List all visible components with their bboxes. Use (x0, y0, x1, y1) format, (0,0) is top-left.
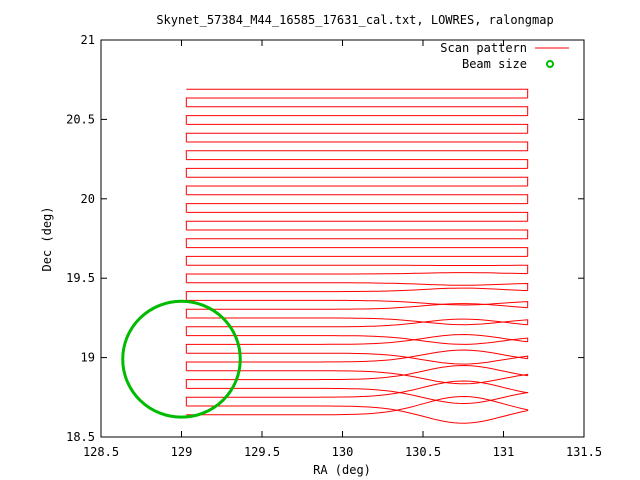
scan-line (185, 255, 528, 266)
scan-line (185, 364, 528, 389)
legend-label-beam-size: Beam size (462, 57, 527, 71)
scan-line (185, 97, 528, 107)
y-tick-label: 19 (81, 351, 95, 365)
scan-line (186, 229, 529, 239)
beam-circle (121, 299, 242, 419)
scan-pattern-series (185, 88, 529, 424)
scan-line (186, 264, 529, 274)
scan-line (186, 395, 528, 416)
scan-line (186, 176, 529, 187)
scan-line (185, 132, 528, 143)
scan-line (185, 380, 528, 406)
scan-line (185, 167, 528, 178)
scan-line (186, 317, 529, 326)
x-tick-label: 130.5 (405, 445, 441, 459)
scan-line (185, 287, 528, 301)
beam-size-series (121, 299, 242, 419)
legend: Scan pattern Beam size (440, 41, 569, 71)
x-tick-label: 129 (171, 445, 193, 459)
scan-line (185, 318, 528, 336)
x-tick-label: 131 (493, 445, 515, 459)
scan-line (185, 115, 528, 125)
scan-line (186, 405, 529, 424)
y-tick-label: 19.5 (66, 271, 95, 285)
scan-line (185, 185, 528, 195)
x-tick-label: 128.5 (83, 445, 119, 459)
scan-line (185, 349, 528, 371)
scan-line (185, 303, 528, 318)
x-tick-label: 129.5 (244, 445, 280, 459)
legend-label-scan-pattern: Scan pattern (440, 41, 527, 55)
scan-line (186, 159, 529, 169)
y-tick-label: 21 (81, 33, 95, 47)
scan-line (186, 370, 529, 385)
scan-line (186, 194, 529, 204)
scan-line (186, 352, 529, 365)
y-axis: 18.5 19 19.5 20 20.5 21 (66, 33, 584, 444)
legend-swatch-beam-size (546, 60, 554, 68)
scan-line (186, 88, 529, 99)
chart-title: Skynet_57384_M44_16585_17631_cal.txt, LO… (156, 13, 553, 27)
y-tick-label: 18.5 (66, 430, 95, 444)
scan-line (186, 211, 529, 222)
x-tick-label: 130 (332, 445, 354, 459)
scan-line (186, 282, 529, 291)
scan-line (185, 203, 528, 213)
y-axis-label: Dec (deg) (40, 206, 54, 271)
x-axis: 128.5 129 129.5 130 130.5 131 131.5 (83, 40, 602, 459)
scan-line (186, 141, 529, 151)
scan-line (186, 299, 529, 308)
scan-line (186, 123, 529, 134)
scan-line (186, 247, 529, 257)
scan-line (186, 387, 529, 405)
scan-line (185, 220, 528, 231)
x-tick-label: 131.5 (566, 445, 602, 459)
scan-line (186, 106, 529, 116)
scan-line (186, 335, 529, 345)
scan-line (185, 238, 528, 248)
scan-line (185, 272, 528, 283)
x-axis-label: RA (deg) (313, 463, 371, 477)
y-tick-label: 20.5 (66, 112, 95, 126)
scan-line (185, 150, 528, 160)
y-tick-label: 20 (81, 192, 95, 206)
